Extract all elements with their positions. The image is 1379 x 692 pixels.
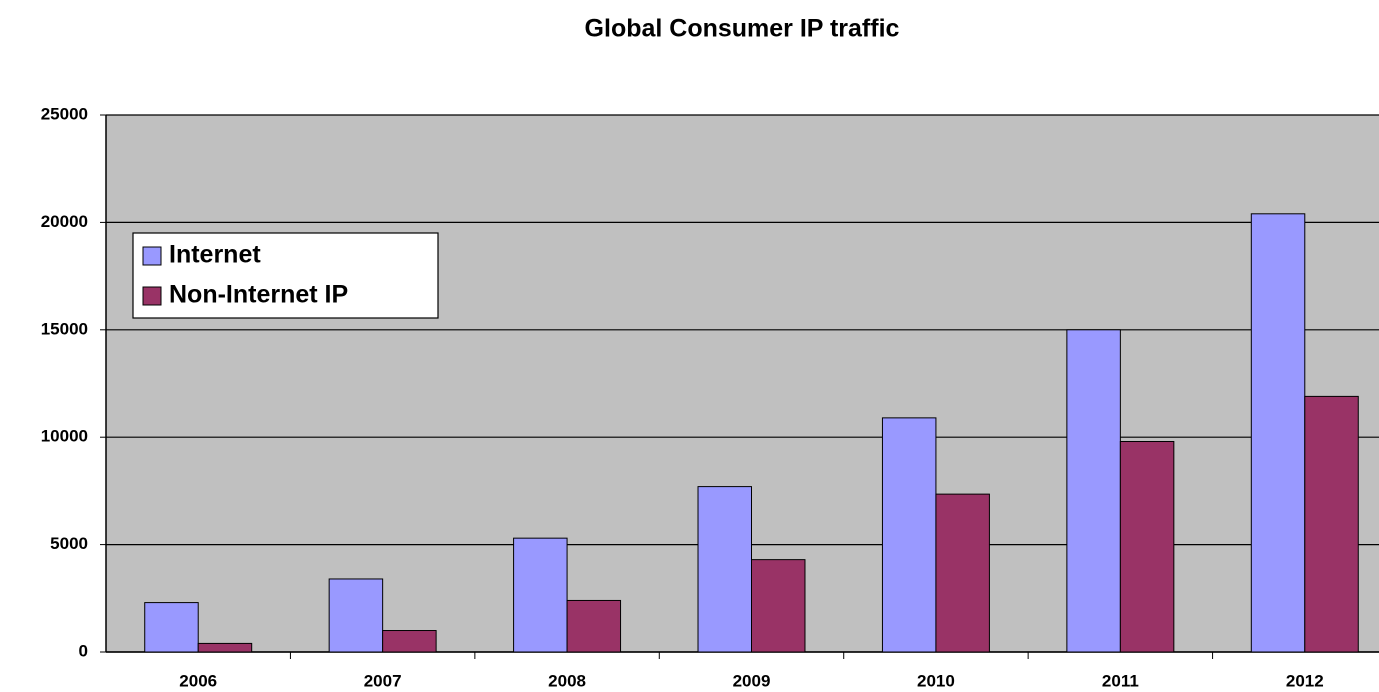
y-tick-label: 25000 <box>41 104 88 123</box>
x-tick-label: 2010 <box>917 671 955 690</box>
legend-label: Non-Internet IP <box>169 281 348 309</box>
x-tick-label: 2006 <box>179 671 217 690</box>
legend-swatch <box>142 246 162 266</box>
bar <box>751 559 806 653</box>
y-tick-label: 10000 <box>41 427 88 446</box>
chart-title: Global Consumer IP traffic <box>585 15 900 43</box>
bar <box>1304 395 1359 653</box>
bar <box>935 493 990 653</box>
x-tick-label: 2008 <box>548 671 586 690</box>
legend-box <box>132 232 439 319</box>
y-tick-label: 20000 <box>41 212 88 231</box>
bar <box>197 642 253 653</box>
bar <box>144 602 199 653</box>
bar <box>1119 440 1175 653</box>
bar <box>1250 213 1306 653</box>
bar <box>328 578 384 653</box>
bar <box>382 630 437 653</box>
x-tick-label: 2007 <box>364 671 402 690</box>
bar <box>513 537 568 653</box>
y-tick-label: 15000 <box>41 319 88 338</box>
bar <box>1066 329 1121 653</box>
y-tick-label: 5000 <box>50 534 88 553</box>
bar <box>566 599 622 653</box>
y-tick-label: 0 <box>79 641 88 660</box>
bar <box>697 486 752 653</box>
x-tick-label: 2012 <box>1286 671 1324 690</box>
bar <box>881 417 937 653</box>
x-tick-label: 2011 <box>1102 671 1139 690</box>
legend-swatch <box>142 286 162 306</box>
x-tick-label: 2009 <box>733 671 771 690</box>
legend-label: Internet <box>169 241 261 269</box>
